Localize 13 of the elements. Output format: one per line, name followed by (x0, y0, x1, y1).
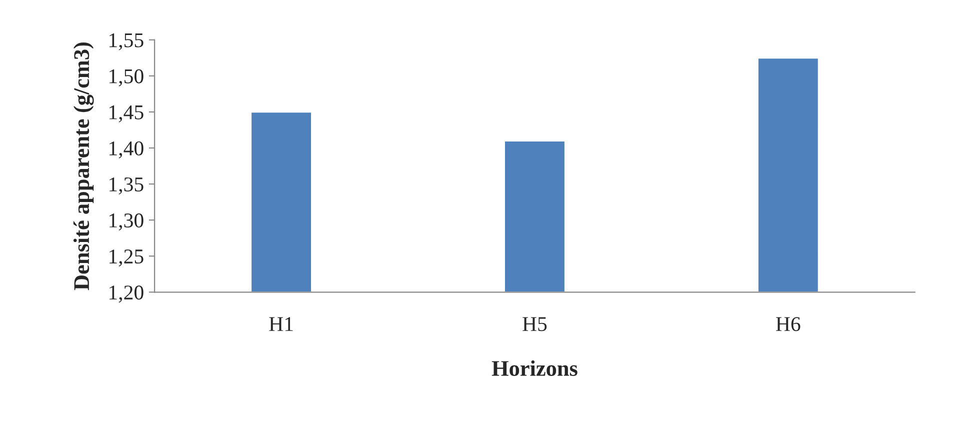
y-tick-label: 1,30 (110, 213, 144, 230)
y-tick-label: 1,25 (110, 250, 144, 267)
y-tick-label: 1,40 (110, 141, 144, 158)
y-tick-label: 1,45 (110, 105, 144, 122)
x-tick-label: H5 (522, 317, 547, 332)
y-tick-label: 1,20 (110, 286, 144, 303)
y-tick-label: 1,55 (110, 33, 144, 50)
x-tick-label: H1 (269, 317, 293, 331)
y-tick-label: 1,35 (110, 177, 144, 194)
x-axis-title: Horizons (492, 360, 578, 376)
y-tick-label: 1,50 (110, 69, 144, 86)
y-axis-title: Densité apparente (g/cm3) (73, 42, 94, 290)
x-tick-label: H6 (776, 317, 800, 332)
